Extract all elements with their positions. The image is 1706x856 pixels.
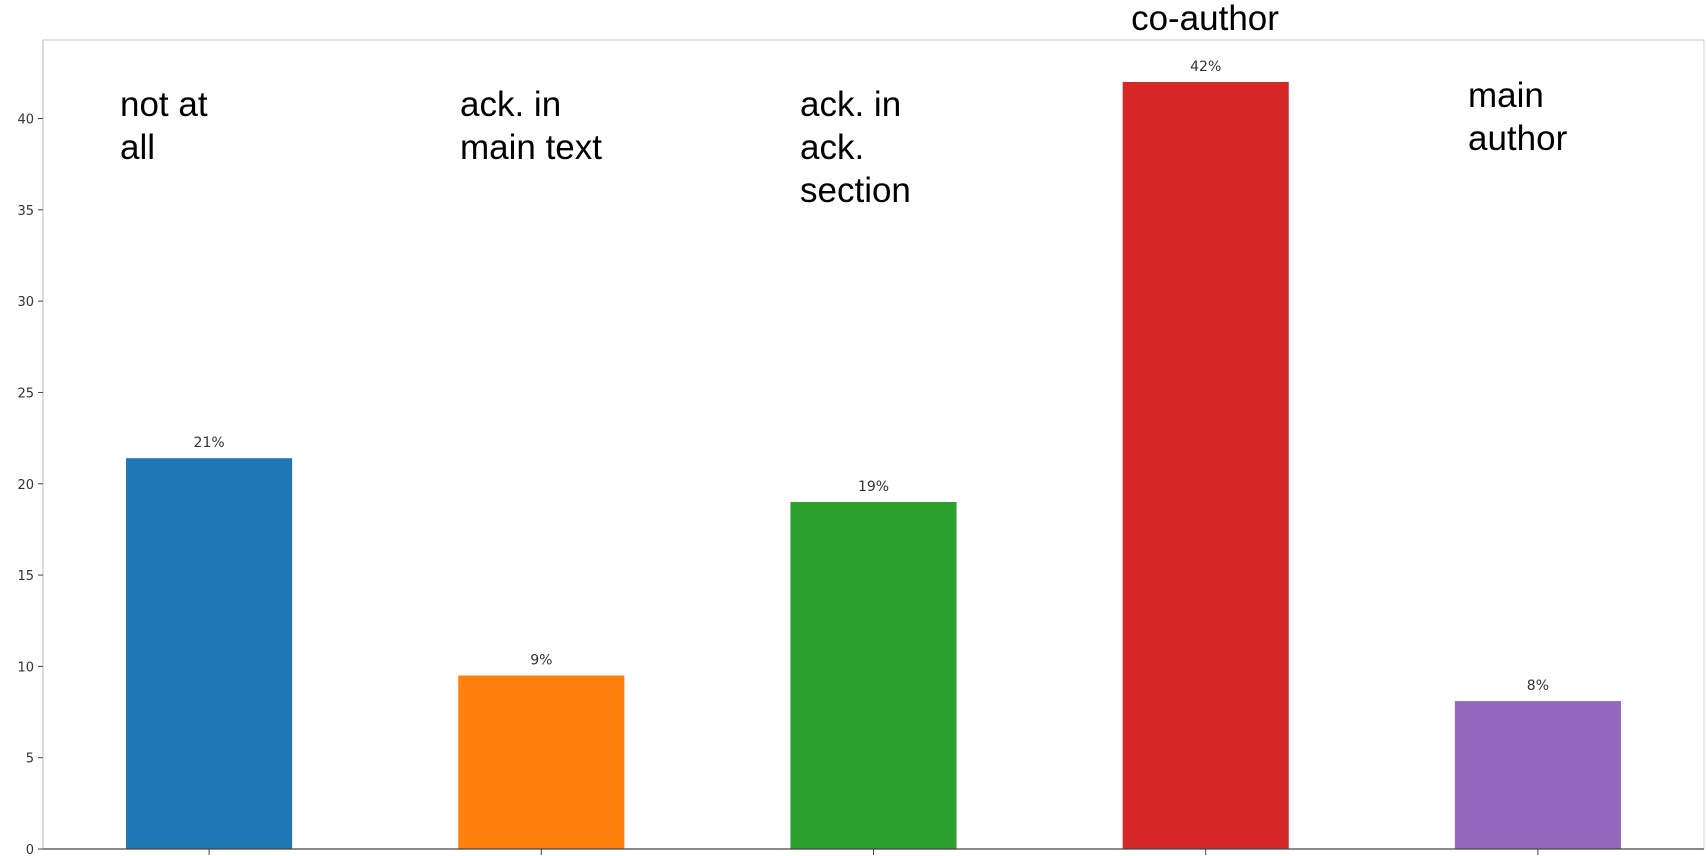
data-label: 8% [1527,678,1549,694]
y-tick-label: 20 [17,478,34,493]
category-label-line: section [800,171,911,210]
data-label: 9% [530,653,552,669]
y-tick-label: 25 [17,386,34,401]
category-label-line: main text [460,128,602,167]
bar [458,675,625,849]
y-tick-label: 10 [17,660,34,675]
category-label-line: ack. in [800,85,901,124]
data-label: 42% [1190,59,1221,75]
data-label: 21% [194,435,225,451]
category-label-line: main [1468,76,1544,115]
bar [1122,82,1289,849]
y-tick-label: 5 [26,752,34,767]
category-label: main author [1468,76,1568,158]
data-label: 19% [858,479,889,495]
category-label-line: co-author [1131,0,1279,38]
y-tick-label: 0 [26,843,34,856]
category-label: ack. in ack. section [800,85,911,210]
category-label: ack. in main text [460,85,602,167]
bar [126,458,293,849]
category-label: not at all [120,85,208,167]
y-tick-label: 15 [17,569,34,584]
category-label-line: all [120,128,155,167]
category-label-line: not at [120,85,208,124]
category-label-line: ack. [800,128,864,167]
y-tick-label: 40 [17,113,34,128]
axes: 0 5 10 15 20 25 30 35 40 [17,39,1705,856]
bar [1454,701,1621,849]
category-label: co-author [1131,0,1279,38]
category-label-line: ack. in [460,85,561,124]
y-tick-label: 30 [17,295,34,310]
category-label-line: author [1468,119,1568,158]
bar [790,502,957,849]
bars [126,82,1621,849]
y-tick-label: 35 [17,204,34,219]
